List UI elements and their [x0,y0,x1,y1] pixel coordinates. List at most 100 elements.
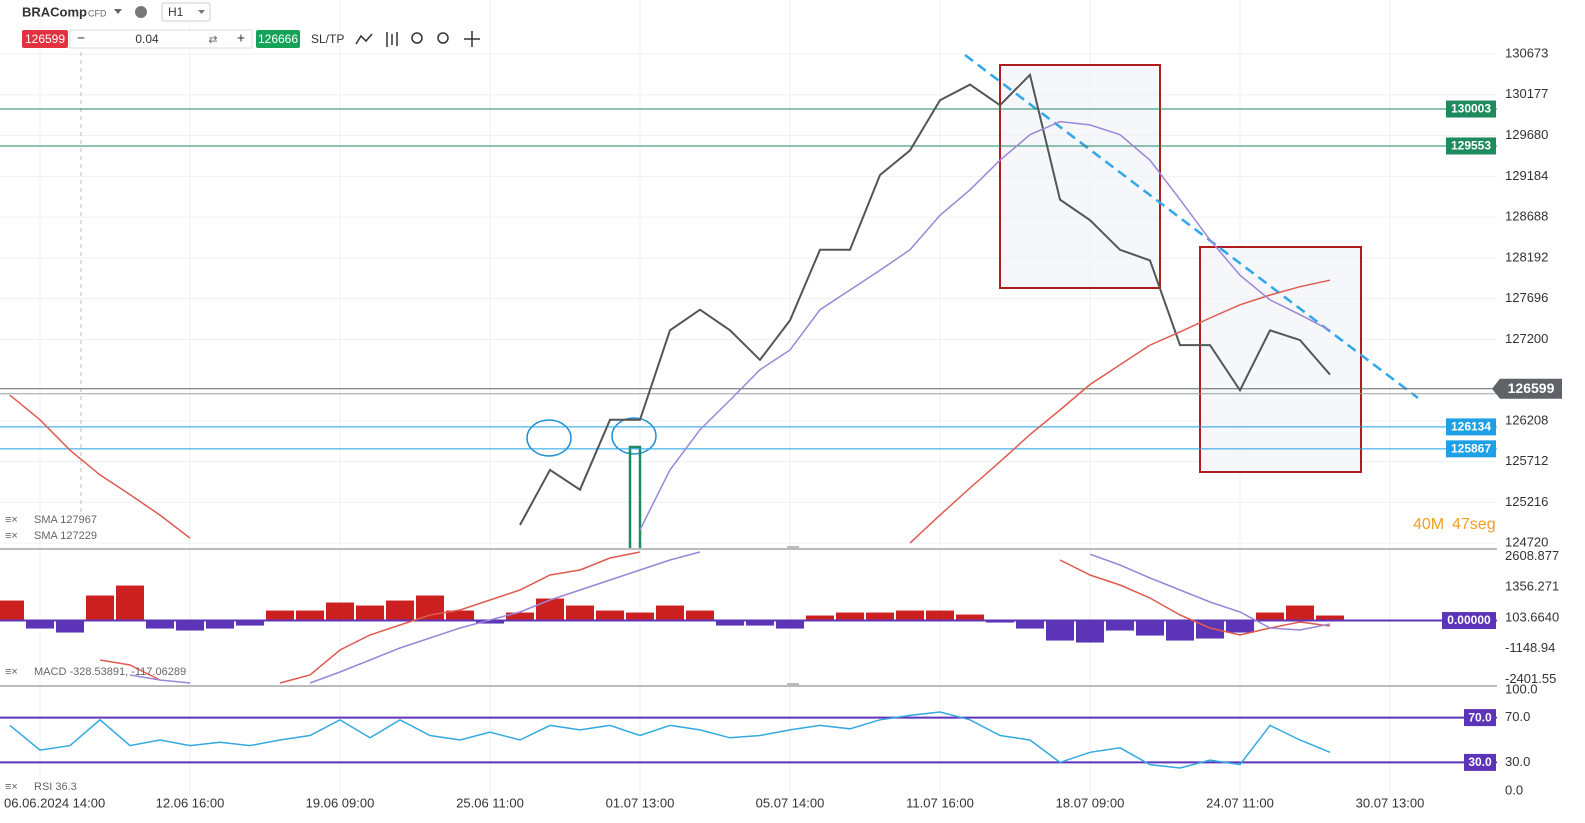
histogram-bar [1106,620,1134,631]
timer-seconds: 47seg [1452,516,1496,533]
histogram-bar [0,600,24,621]
histogram-bar [596,610,624,621]
labels: 130673 130177 129680 129184 128688 128192 1276… [4,45,1562,810]
level-label-box [1446,137,1496,155]
histogram-bar [746,620,774,626]
series-line [129,551,1331,684]
histogram-bar [836,612,864,621]
legend-icon: ≡× [5,781,18,793]
histogram-bar [536,598,564,621]
y-tick-label: -2401.55 [1505,671,1556,686]
trend-line[interactable] [964,54,1419,399]
histogram-bar [1286,605,1314,621]
y-tick-label: 2608.877 [1505,548,1559,563]
timeframe-select[interactable] [161,2,211,22]
y-tick-label: 125712 [1505,453,1548,468]
x-tick-label: 11.07 16:00 [906,795,974,810]
histogram-bar [956,614,984,621]
y-tick-label: 70.0 [1505,709,1530,724]
grid [0,0,1497,796]
x-tick-label: 18.07 09:00 [1056,795,1125,810]
histogram-bar [26,620,54,629]
panel-handle[interactable] [787,546,799,550]
histogram-bar [1016,620,1044,629]
zoom-out-icon[interactable] [411,32,423,44]
series-line [99,551,1331,684]
pan-icon[interactable] [464,31,480,47]
price-label: 126599 [1508,380,1555,396]
level-label: 129553 [1451,139,1491,153]
histogram-bar [1226,620,1254,633]
histogram-bar [326,602,354,621]
minus-button[interactable]: − [77,30,85,46]
level-label-box [1442,612,1496,630]
dropdown-arrow[interactable] [114,9,122,14]
dropdown-arrow [198,10,205,14]
x-tick-label: 12.06 16:00 [156,795,225,810]
histogram-bar [776,620,804,629]
sell-button[interactable] [22,30,68,48]
marker-drawing [628,445,642,548]
series-line [9,279,1331,544]
sell-price: 126599 [25,32,65,46]
symbol[interactable]: BRAComp [22,4,87,19]
y-tick-label: 0.0 [1505,782,1523,797]
histogram-bar [806,615,834,621]
histogram-bar [446,610,474,621]
y-tick-label: -1148.94 [1505,640,1555,655]
buy-price: 126666 [258,32,298,46]
histogram-bar [296,610,324,621]
volume-input[interactable] [69,29,253,49]
histogram-bar [1076,620,1104,643]
toolbar: BRAComp CFD H1 126599 − 0.04 ⇄ + 126666 … [22,2,480,49]
histogram-bar [1136,620,1164,636]
y-tick-label: 30.0 [1505,754,1530,769]
ellipse-drawing[interactable] [526,419,572,457]
histogram-bar [1316,615,1344,621]
data [0,72,1497,769]
histogram-bar [86,595,114,621]
ellipse-drawing[interactable] [611,417,657,455]
y-tick-label: 129184 [1505,168,1548,183]
panel-plot [0,711,1497,769]
timer-minutes: 40M [1413,516,1444,533]
y-tick-label: 124720 [1505,534,1548,549]
line-tool-icon[interactable] [355,33,373,45]
sltp-button[interactable]: SL/TP [311,32,344,46]
instrument-type: CFD [88,8,107,18]
y-tick-label: 128192 [1505,249,1548,264]
histogram-bar [236,620,264,626]
level-label: 0.00000 [1447,613,1491,627]
y-tick-label: 130673 [1505,45,1548,60]
series-line [9,711,1331,769]
x-tick-label: 01.07 13:00 [606,795,675,810]
timeframe: H1 [168,5,184,19]
legend-entry: MACD -328.53891, -117.06289 [34,666,186,678]
zoom-in-icon[interactable] [437,32,449,44]
legend-icon: ≡× [5,666,18,678]
box-drawing[interactable] [1199,246,1362,473]
histogram-bar [566,605,594,621]
y-tick-label: 100.0 [1505,681,1538,696]
panel-handle[interactable] [787,683,799,687]
x-tick-label: 25.06 11:00 [456,795,524,810]
histogram-bar [146,620,174,629]
histogram-bar [866,612,894,621]
legend-icon: ≡× [5,530,18,542]
histogram-bar [896,610,924,621]
y-tick-label: 103.6640 [1505,609,1559,624]
histogram-bar [926,610,954,621]
level-label-box [1446,440,1496,458]
histogram-bar [206,620,234,629]
level-label-box [1464,753,1496,771]
candle-tool-icon[interactable] [386,32,398,47]
buy-button[interactable] [256,30,300,48]
y-tick-label: 128688 [1505,209,1548,224]
info-icon[interactable] [135,6,147,18]
y-tick-label: 125216 [1505,494,1548,509]
plus-button[interactable]: + [237,30,245,46]
box-drawing[interactable] [999,64,1161,289]
swap-icon[interactable]: ⇄ [208,34,217,46]
